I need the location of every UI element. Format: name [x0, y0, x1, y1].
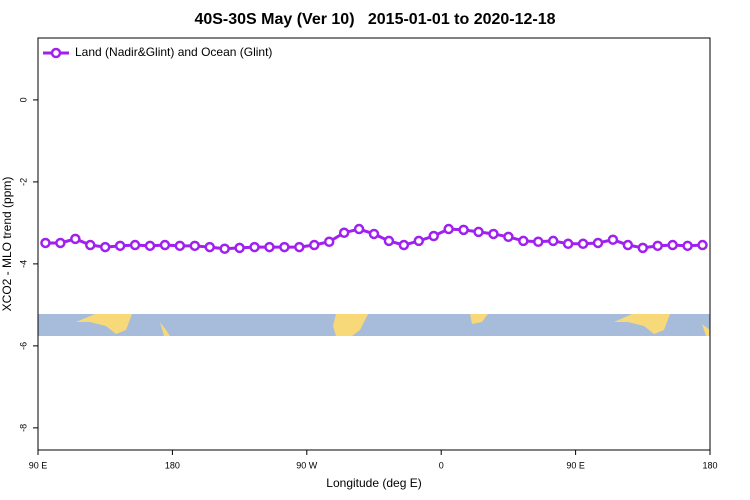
- chart-title: 40S-30S May (Ver 10) 2015-01-01 to 2020-…: [194, 11, 555, 28]
- data-point: [249, 241, 260, 253]
- data-point: [458, 224, 469, 236]
- data-point: [323, 236, 335, 247]
- land-nz-2: [702, 324, 710, 336]
- data-point: [547, 235, 559, 247]
- data-point: [129, 239, 141, 251]
- data-point: [667, 239, 678, 251]
- data-point: [55, 237, 66, 249]
- y-tick-label: -4: [18, 260, 28, 268]
- x-axis-label: Longitude (deg E): [326, 476, 421, 490]
- data-point: [622, 239, 634, 251]
- x-tick-label: 180: [165, 460, 180, 470]
- data-point: [264, 241, 275, 253]
- data-point: [518, 235, 529, 247]
- legend-marker: [50, 47, 62, 59]
- data-point: [294, 241, 305, 253]
- data-point: [40, 237, 51, 249]
- data-point: [204, 241, 215, 253]
- data-point: [473, 226, 484, 238]
- land-australia-2: [614, 314, 670, 334]
- x-tick-label: 180: [702, 460, 717, 470]
- map-strip: [38, 314, 710, 336]
- data-point: [637, 242, 649, 254]
- data-point: [219, 243, 230, 254]
- data-point: [144, 240, 156, 252]
- data-point: [398, 239, 410, 251]
- data-point: [368, 228, 380, 240]
- legend-label: Land (Nadir&Glint) and Ocean (Glint): [75, 45, 272, 59]
- data-point: [503, 231, 514, 243]
- data-point: [234, 242, 245, 254]
- plot-frame: [37, 37, 711, 451]
- data-point: [428, 230, 439, 242]
- data-point: [383, 235, 395, 247]
- data-point: [488, 228, 499, 240]
- data-point: [114, 240, 126, 252]
- y-tick-label: -6: [18, 342, 28, 350]
- data-point: [443, 223, 454, 235]
- data-point: [562, 238, 574, 250]
- data-point: [577, 238, 589, 250]
- ocean-band: [38, 314, 710, 336]
- land-africa: [470, 314, 488, 324]
- y-axis-label: XCO2 - MLO trend (ppm): [0, 177, 14, 312]
- data-point: [682, 240, 693, 252]
- data-point: [652, 240, 663, 252]
- x-tick-label: 0: [439, 460, 444, 470]
- data-point: [159, 239, 171, 251]
- data-point: [607, 234, 619, 245]
- data-point: [279, 241, 290, 253]
- x-tick-label: 90 E: [566, 460, 585, 470]
- data-point: [338, 227, 350, 238]
- y-tick-label: -2: [18, 178, 28, 186]
- data-point: [697, 239, 708, 251]
- land-nz: [160, 322, 170, 336]
- data-point: [70, 233, 81, 245]
- data-point: [309, 239, 320, 251]
- x-tick-label: 90 W: [296, 460, 318, 470]
- y-tick-label: -8: [18, 424, 28, 432]
- y-tick-label: 0: [18, 97, 28, 102]
- land-south-america: [333, 314, 368, 336]
- data-point: [592, 237, 604, 249]
- data-point: [533, 236, 544, 247]
- data-point: [174, 240, 186, 252]
- x-tick-label: 90 E: [29, 460, 48, 470]
- data-point: [353, 223, 365, 235]
- data-point: [99, 241, 111, 253]
- land-australia: [76, 314, 132, 334]
- data-point: [85, 239, 96, 251]
- data-point: [189, 240, 201, 252]
- data-point: [413, 235, 425, 247]
